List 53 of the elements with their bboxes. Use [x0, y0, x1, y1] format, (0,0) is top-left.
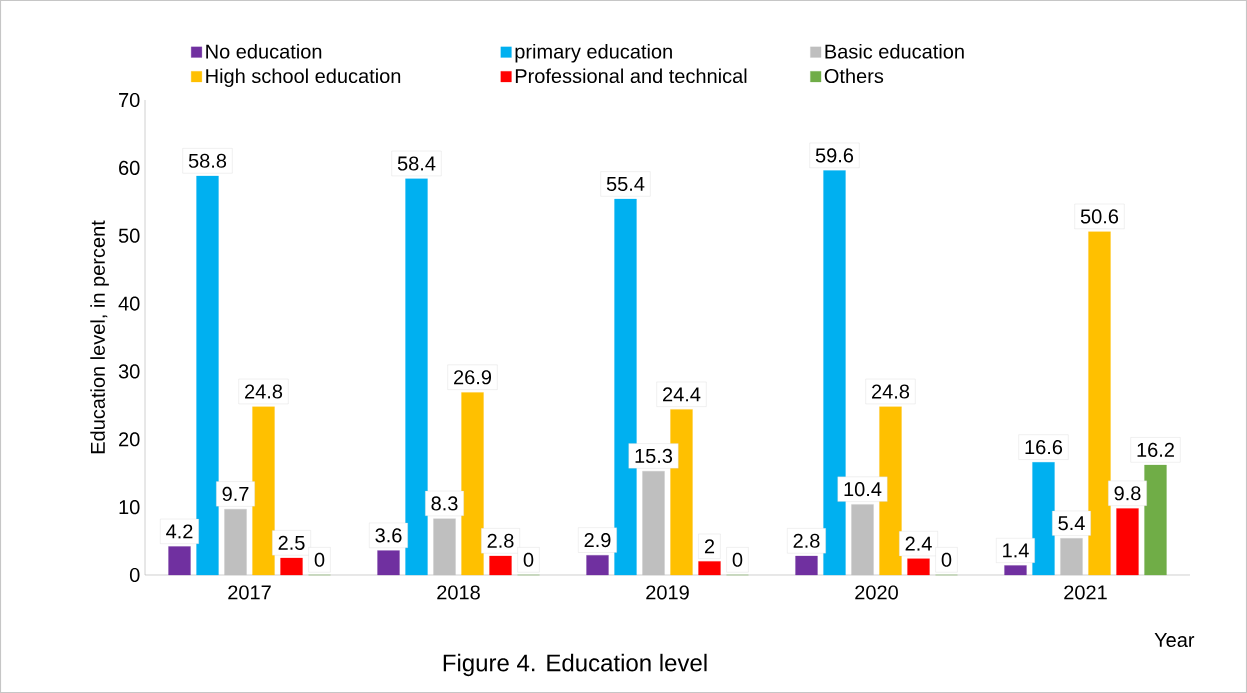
data-label: 9.8	[1114, 486, 1141, 501]
data-label: 5.4	[1058, 516, 1085, 531]
data-label: 0	[314, 552, 325, 567]
x-tick-label: 2018	[437, 585, 480, 600]
data-label: 2.8	[487, 533, 514, 548]
legend-label: primary education	[515, 43, 672, 63]
legend-label: High school education	[206, 68, 401, 88]
data-label: 24.8	[872, 384, 910, 399]
y-tick-label: 40	[118, 296, 140, 311]
x-tick-label: 2021	[1064, 585, 1107, 600]
bar	[1004, 565, 1027, 576]
legend-label: Basic education	[825, 43, 964, 59]
data-label: 2.8	[793, 533, 820, 548]
data-label: 0	[941, 552, 952, 567]
data-label: 16.6	[1025, 440, 1063, 455]
data-label: 58.4	[397, 156, 436, 171]
data-label: 8.3	[431, 496, 458, 511]
data-label: 2	[704, 539, 715, 554]
data-label: 55.4	[606, 176, 645, 191]
data-label: 59.6	[815, 148, 854, 163]
data-label: 16.2	[1137, 442, 1174, 457]
y-tick-label: 30	[118, 364, 140, 379]
data-label: 3.6	[375, 528, 402, 543]
data-label: 0	[732, 552, 743, 567]
data-label: 9.7	[222, 486, 249, 502]
data-label: 4.2	[166, 524, 193, 539]
data-label: 10.4	[844, 482, 882, 497]
data-label: 2.9	[584, 533, 611, 548]
x-tick-label: 2020	[855, 585, 898, 600]
legend-label: Others	[824, 68, 884, 84]
data-label: 1.4	[1003, 543, 1029, 558]
data-label: 0	[523, 552, 534, 567]
data-label: 26.9	[454, 370, 491, 385]
data-label: 15.3	[635, 448, 673, 464]
y-tick-label: 60	[119, 160, 140, 175]
text: Figure 4. Education level	[443, 653, 707, 677]
data-label: 50.6	[1080, 209, 1119, 224]
x-tick-label: 2019	[646, 585, 689, 600]
y-tick-label: 20	[119, 432, 140, 447]
x-axis-title: Year	[1154, 633, 1195, 648]
legend-label: No education	[206, 43, 322, 59]
y-tick-label: 0	[129, 567, 140, 583]
y-tick-label: 70	[119, 92, 140, 108]
x-tick-label: 2017	[228, 585, 271, 600]
data-label: 2.5	[278, 535, 305, 550]
legend-label: Professional and technical	[515, 68, 747, 84]
y-axis-title: Education level, in percent	[90, 220, 109, 454]
y-tick-label: 50	[118, 228, 140, 243]
data-label: 24.8	[245, 384, 283, 399]
data-label: 24.4	[663, 387, 701, 402]
y-tick-label: 10	[119, 500, 140, 515]
data-label: 58.8	[188, 153, 227, 168]
data-label: 2.4	[905, 536, 932, 551]
